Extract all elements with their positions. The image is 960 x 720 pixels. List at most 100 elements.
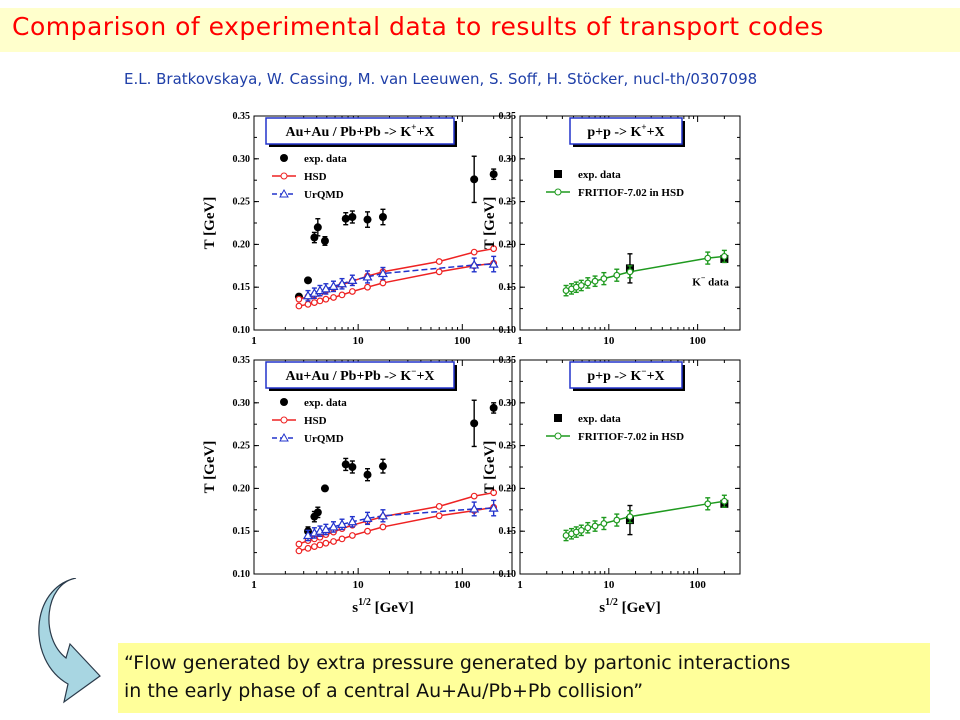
data-point: [330, 294, 337, 301]
data-point: [379, 279, 387, 287]
data-point: [470, 492, 478, 500]
y-axis-label: T [GeV]: [202, 197, 218, 250]
plot-frame: [519, 115, 741, 331]
data-point: [348, 532, 356, 539]
data-point: [577, 526, 585, 534]
legend-marker: [280, 172, 288, 180]
x-tick-label: 10: [603, 579, 615, 591]
data-point: [562, 287, 570, 295]
quote-line-2: in the early phase of a central Au+Au/Pb…: [124, 680, 644, 702]
data-point: [328, 281, 339, 290]
panel-title: p+p -> K−+X: [587, 366, 664, 384]
x-tick-label: 10: [353, 579, 365, 591]
data-point: [591, 522, 599, 530]
data-point: [320, 484, 329, 493]
data-point: [330, 538, 337, 545]
y-tick-label: 0.15: [499, 282, 517, 293]
x-axis-label: s1/2 [GeV]: [352, 597, 414, 616]
data-point: [490, 489, 498, 497]
data-point: [591, 277, 599, 285]
y-tick-label: 0.30: [499, 398, 517, 409]
panel-title: p+p -> K++X: [587, 122, 664, 140]
data-point: [364, 283, 371, 291]
data-point: [469, 259, 480, 269]
curved-arrow-icon: [38, 578, 101, 704]
legend-label: UrQMD: [304, 433, 344, 445]
chart-pp_Km: 0.10 0.15 0.20 0.25 0.30 0.35 1 10 100 p+p -> K−+…: [499, 355, 741, 591]
y-tick-label: 0.10: [233, 569, 251, 580]
data-point: [379, 523, 387, 531]
data-point: [322, 539, 330, 547]
data-point: [341, 214, 350, 223]
data-point: [626, 268, 634, 276]
data-point: [348, 213, 357, 222]
data-point: [338, 291, 346, 299]
data-point: [310, 543, 318, 551]
x-tick-label: 1: [517, 579, 523, 591]
legend-marker: [280, 416, 288, 424]
data-point: [490, 245, 498, 253]
data-point: [363, 215, 372, 224]
data-point: [362, 513, 373, 522]
data-point: [295, 547, 303, 555]
y-tick-label: 0.10: [499, 325, 517, 336]
data-point: [338, 535, 346, 543]
data-point: [378, 213, 387, 222]
data-point: [322, 295, 330, 303]
data-point: [720, 497, 728, 505]
legend-label: exp. data: [304, 153, 347, 165]
data-point: [704, 500, 712, 508]
x-tick-label: 1: [251, 579, 257, 591]
y-tick-label: 0.25: [233, 441, 251, 452]
data-point: [377, 268, 388, 278]
x-tick-label: 1: [251, 335, 257, 347]
y-tick-label: 0.25: [499, 441, 517, 452]
authors-line: E.L. Bratkovskaya, W. Cassing, M. van Le…: [124, 70, 758, 88]
y-tick-label: 0.35: [499, 111, 517, 122]
y-tick-label: 0.20: [233, 239, 251, 250]
data-point: [626, 513, 634, 521]
data-point: [295, 295, 303, 303]
quote-box: [118, 643, 930, 713]
y-axis-label: T [GeV]: [482, 441, 498, 494]
data-point: [613, 271, 621, 279]
data-point: [600, 275, 608, 283]
data-point: [348, 288, 356, 295]
data-point: [336, 519, 348, 528]
legend-label: HSD: [304, 415, 327, 427]
data-point: [347, 275, 358, 284]
y-tick-label: 0.15: [233, 282, 251, 293]
y-tick-label: 0.35: [233, 111, 251, 122]
y-tick-label: 0.20: [233, 483, 251, 494]
data-point: [295, 302, 303, 310]
data-point: [341, 460, 350, 469]
data-point: [435, 512, 443, 520]
panel-title: Au+Au / Pb+Pb -> K++X: [285, 122, 434, 140]
y-tick-label: 0.30: [499, 154, 517, 165]
x-tick-label: 10: [603, 335, 615, 347]
title-box: [265, 361, 455, 389]
legend-marker: [280, 154, 288, 162]
y-tick-label: 0.35: [233, 355, 251, 366]
y-tick-label: 0.25: [499, 197, 517, 208]
legend-label: UrQMD: [304, 189, 344, 201]
data-point: [469, 503, 480, 513]
data-point: [348, 463, 357, 471]
x-axis-label: s1/2 [GeV]: [599, 597, 661, 616]
legend-marker: [554, 414, 562, 422]
legend-marker: [280, 398, 288, 406]
y-tick-label: 0.10: [499, 569, 517, 580]
y-tick-label: 0.25: [233, 197, 251, 208]
x-tick-label: 100: [689, 335, 706, 347]
data-point: [584, 524, 592, 532]
legend-label: exp. data: [304, 397, 347, 409]
data-point: [489, 170, 498, 179]
y-axis-label: T [GeV]: [202, 441, 218, 494]
data-point: [435, 268, 443, 276]
y-tick-label: 0.20: [499, 239, 517, 250]
data-point: [328, 521, 339, 531]
y-tick-label: 0.15: [499, 526, 517, 537]
y-tick-label: 0.15: [233, 526, 251, 537]
data-point: [320, 524, 331, 534]
